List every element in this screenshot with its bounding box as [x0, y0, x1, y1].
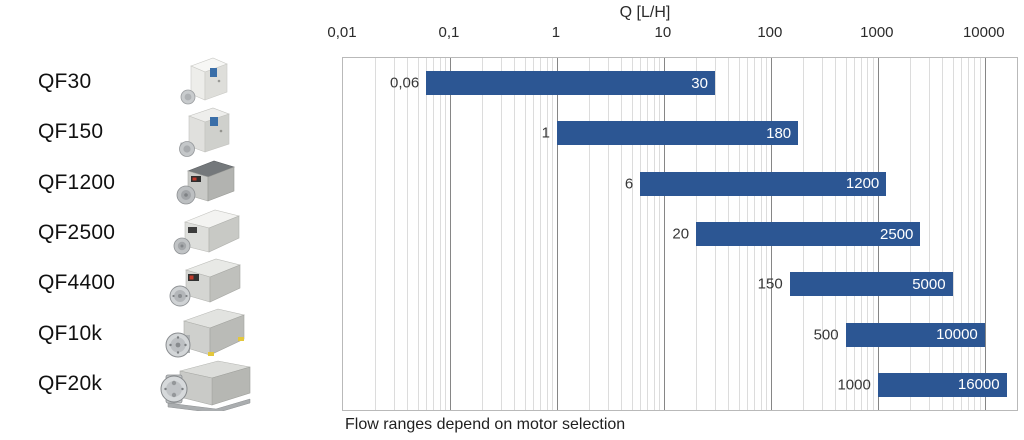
- pump-photo-qf150-icon: [177, 104, 233, 160]
- grid-line-minor: [514, 58, 516, 410]
- grid-line-major: [984, 58, 986, 410]
- product-label: QF2500: [38, 221, 116, 244]
- product-label: QF150: [38, 120, 104, 144]
- bar-min-label: 1: [541, 124, 550, 142]
- grid-line-minor: [928, 58, 930, 410]
- grid-line-minor: [974, 58, 976, 410]
- x-tick-label: 10000: [962, 24, 1005, 41]
- bar-min-label: 1000: [837, 376, 871, 394]
- flow-range-bar: 16000: [877, 372, 1007, 397]
- grid-line-minor: [501, 58, 502, 410]
- pump-photo-qf20k-icon: [158, 357, 252, 414]
- product-label: QF10k: [38, 321, 103, 345]
- grid-line-major: [663, 58, 665, 410]
- grid-line-minor: [439, 58, 441, 410]
- grid-line-minor: [407, 58, 409, 410]
- bar-max-label: 30: [691, 74, 708, 92]
- x-tick-label: 1: [551, 24, 561, 41]
- product-label: QF20k: [38, 371, 103, 395]
- bar-min-label: 500: [813, 326, 839, 344]
- pump-photo-qf1200-icon: [174, 159, 236, 207]
- grid-line-minor: [546, 58, 548, 410]
- flow-range-bar: 2500: [696, 222, 921, 246]
- grid-line-minor: [968, 58, 970, 410]
- x-tick-label: 0,01: [327, 24, 357, 41]
- bar-max-label: 16000: [957, 376, 1000, 394]
- grid-line-minor: [952, 58, 954, 410]
- pump-photo-qf2500-icon: [169, 208, 241, 258]
- grid-line-minor: [445, 58, 447, 410]
- x-tick-label: 10: [654, 24, 672, 41]
- x-tick-label: 100: [757, 24, 783, 41]
- bar-max-label: 10000: [936, 326, 978, 344]
- flow-range-bar: 1200: [640, 171, 887, 196]
- grid-line-minor: [524, 58, 526, 410]
- bar-max-label: 2500: [880, 225, 914, 243]
- grid-line-minor: [961, 58, 963, 410]
- grid-line-minor: [979, 58, 981, 410]
- flow-range-bar: 180: [556, 121, 799, 146]
- bar-max-label: 1200: [845, 175, 880, 193]
- flow-range-bar: 30: [426, 71, 715, 96]
- x-axis-tick-row: 0,01 0,1 1 10 100 1000 10000: [0, 24, 1024, 42]
- pump-photo-qf4400-icon: [168, 256, 242, 310]
- grid-line-minor: [589, 58, 591, 410]
- grid-line-minor: [607, 58, 609, 410]
- grid-line-major: [449, 58, 451, 410]
- grid-line-minor: [653, 58, 655, 410]
- grid-line-minor: [659, 58, 660, 410]
- bar-min-label: 20: [672, 225, 690, 243]
- pump-photo-qf30-icon: [179, 54, 231, 110]
- pump-photo-qf10k-icon: [164, 305, 246, 363]
- grid-line-minor: [647, 58, 649, 410]
- grid-line-minor: [394, 58, 396, 410]
- product-label: QF1200: [38, 170, 116, 194]
- grid-line-minor: [631, 58, 633, 410]
- bar-min-label: 0,06: [390, 74, 420, 92]
- x-tick-label: 0,1: [438, 24, 460, 41]
- grid-line-minor: [375, 58, 377, 410]
- grid-line-minor: [942, 58, 944, 410]
- x-tick-label: 1000: [860, 24, 894, 41]
- product-label: QF4400: [38, 271, 116, 295]
- grid-line-major: [556, 58, 558, 410]
- bar-min-label: 6: [624, 175, 634, 193]
- flow-range-bar: 5000: [789, 272, 953, 297]
- grid-line-minor: [533, 58, 535, 410]
- x-axis-title: Q [L/H]: [619, 4, 671, 21]
- grid-line-minor: [540, 58, 542, 410]
- grid-line-minor: [433, 58, 435, 410]
- bar-min-label: 150: [757, 275, 783, 293]
- grid-line-minor: [621, 58, 623, 410]
- grid-line-minor: [640, 58, 642, 410]
- bar-max-label: 5000: [912, 275, 946, 293]
- chart-caption: Flow ranges depend on motor selection: [345, 416, 626, 433]
- grid-line-minor: [417, 58, 419, 410]
- product-label: QF30: [38, 70, 92, 94]
- plot-area: 30 0,06 180 1 1200 6 2500 20 5000 150 10000 500 1600…: [342, 57, 1018, 411]
- flow-range-bar: 10000: [845, 322, 985, 347]
- bar-max-label: 180: [766, 124, 792, 142]
- grid-line-minor: [482, 58, 484, 410]
- grid-line-minor: [552, 58, 554, 410]
- grid-line-minor: [426, 58, 428, 410]
